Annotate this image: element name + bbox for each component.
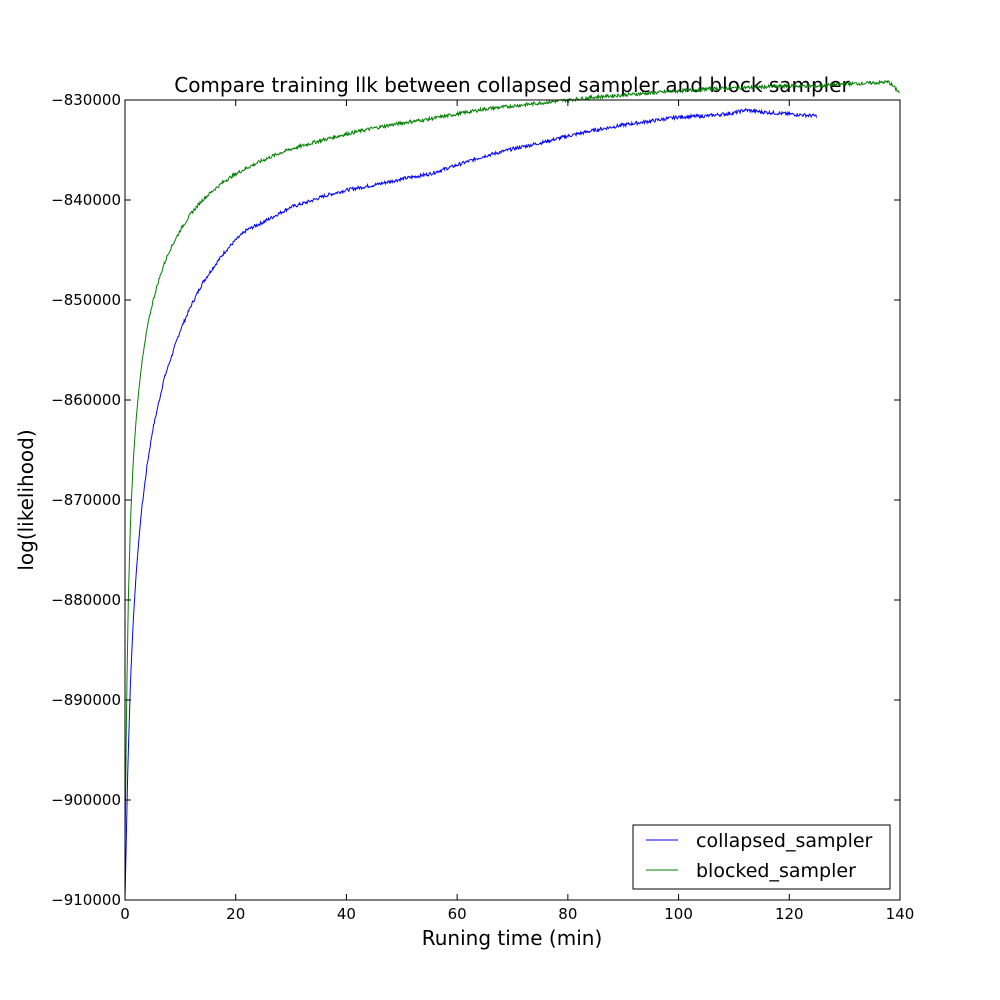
x-axis-label: Runing time (min) bbox=[422, 926, 603, 950]
y-axis-label: log(likelihood) bbox=[14, 429, 38, 570]
x-tick-label: 100 bbox=[664, 905, 693, 923]
series-line-blocked_sampler bbox=[124, 79, 901, 851]
axis-ticks: 0 20 40 60 80 100 120 140 −830000 −840000 −850000 −… bbox=[51, 91, 914, 923]
x-tick-label: 120 bbox=[775, 905, 804, 923]
legend: collapsed_sampler blocked_sampler bbox=[632, 824, 891, 890]
y-tick-label: −860000 bbox=[51, 391, 121, 409]
y-tick-label: −910000 bbox=[51, 891, 121, 909]
y-tick-label: −870000 bbox=[51, 491, 121, 509]
y-tick-label: −890000 bbox=[51, 691, 121, 709]
x-tick-label: 0 bbox=[120, 905, 130, 923]
series-lines bbox=[124, 79, 901, 901]
x-tick-label: 80 bbox=[558, 905, 577, 923]
y-tick-label: −840000 bbox=[51, 191, 121, 209]
y-tick-label: −830000 bbox=[51, 91, 121, 109]
y-tick-label: −850000 bbox=[51, 291, 121, 309]
y-tick-label: −880000 bbox=[51, 591, 121, 609]
y-tick-label: −900000 bbox=[51, 791, 121, 809]
chart-title: Compare training llk between collapsed s… bbox=[174, 73, 850, 97]
series-line-collapsed_sampler bbox=[124, 107, 818, 901]
legend-label-collapsed_sampler: collapsed_sampler bbox=[696, 830, 873, 852]
x-tick-label: 20 bbox=[226, 905, 245, 923]
legend-label-blocked_sampler: blocked_sampler bbox=[696, 860, 856, 882]
x-tick-label: 40 bbox=[337, 905, 356, 923]
x-tick-label: 140 bbox=[886, 905, 915, 923]
legend-box bbox=[632, 824, 891, 890]
x-tick-label: 60 bbox=[448, 905, 467, 923]
